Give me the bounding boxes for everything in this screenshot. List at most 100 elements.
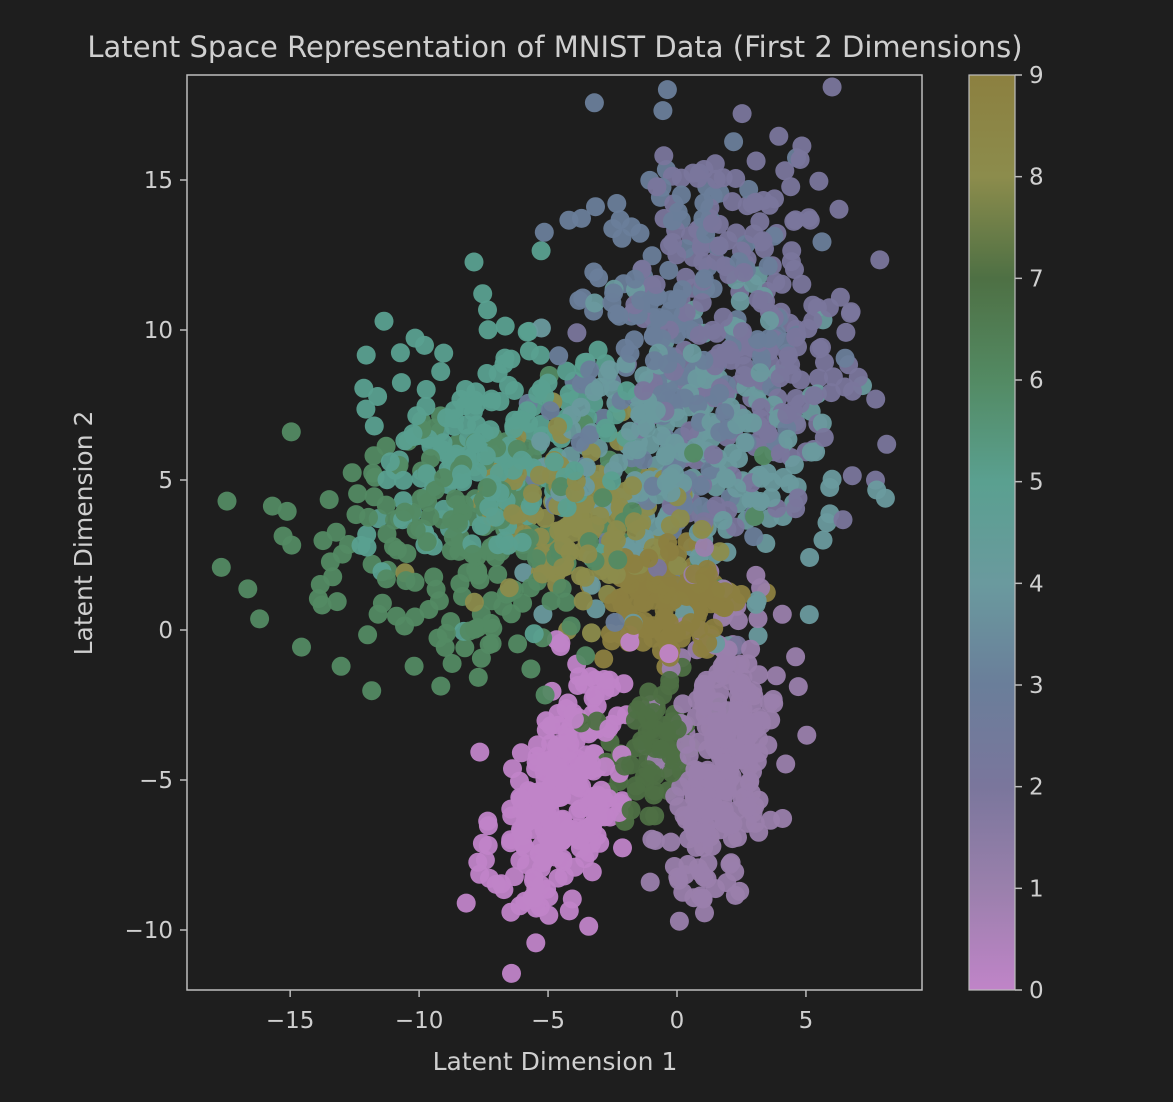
- scatter-point-digit-1: [720, 671, 740, 691]
- scatter-point-digit-6: [405, 607, 425, 627]
- scatter-point-digit-4: [867, 480, 887, 500]
- scatter-point-digit-1: [797, 725, 817, 745]
- scatter-point-digit-3: [667, 289, 687, 309]
- scatter-point-digit-5: [466, 382, 486, 402]
- scatter-point-digit-2: [769, 126, 789, 146]
- scatter-point-digit-2: [719, 265, 739, 285]
- scatter-point-digit-6: [436, 623, 456, 643]
- x-tick-label: −10: [395, 1008, 444, 1034]
- colorbar-tick-label: 4: [1029, 571, 1044, 597]
- scatter-point-digit-6: [526, 549, 546, 569]
- scatter-point-digit-8: [571, 566, 591, 586]
- scatter-point-digit-2: [870, 250, 890, 270]
- scatter-point-digit-2: [815, 352, 834, 372]
- scatter-point-digit-2: [748, 290, 768, 309]
- scatter-point-digit-2: [829, 199, 849, 219]
- scatter-point-digit-3: [607, 194, 627, 213]
- scatter-point-digit-3: [835, 348, 855, 368]
- scatter-point-digit-6: [521, 659, 541, 679]
- scatter-point-digit-7: [644, 785, 664, 805]
- scatter-point-digit-9: [604, 593, 624, 613]
- scatter-point-digit-6: [561, 616, 581, 636]
- scatter-point-digit-6: [465, 619, 485, 639]
- scatter-point-digit-3: [584, 93, 604, 113]
- scatter-point-digit-4: [750, 363, 770, 383]
- scatter-point-digit-2: [812, 337, 831, 357]
- scatter-point-digit-0: [536, 751, 556, 771]
- scatter-point-digit-2: [775, 161, 795, 181]
- scatter-point-digit-2: [663, 233, 683, 252]
- scatter-point-digit-5: [395, 431, 415, 451]
- scatter-point-digit-5: [519, 413, 539, 433]
- scatter-point-digit-0: [470, 742, 490, 762]
- scatter-point-digit-0: [579, 916, 599, 936]
- scatter-point-digit-6: [308, 589, 328, 609]
- scatter-point-digit-3: [642, 246, 662, 266]
- scatter-point-digit-1: [668, 867, 688, 887]
- scatter-point-digit-6: [364, 446, 384, 466]
- scatter-point-digit-8: [626, 521, 646, 541]
- scatter-point-digit-2: [693, 252, 713, 272]
- scatter-point-digit-1: [738, 654, 758, 674]
- scatter-point-digit-2: [843, 381, 862, 401]
- scatter-point-digit-4: [585, 293, 605, 313]
- scatter-point-digit-0: [511, 743, 531, 763]
- scatter-point-digit-2: [877, 434, 897, 454]
- scatter-point-digit-2: [786, 327, 806, 347]
- scatter-point-digit-3: [710, 383, 730, 403]
- scatter-point-digit-3: [653, 101, 673, 121]
- scatter-point-digit-8: [548, 417, 567, 437]
- scatter-point-digit-6: [281, 422, 301, 442]
- scatter-point-digit-4: [655, 446, 675, 466]
- scatter-point-digit-5: [391, 373, 411, 393]
- scatter-point-digit-4: [820, 478, 840, 497]
- scatter-point-digit-8: [523, 484, 542, 503]
- scatter-point-digit-6: [576, 646, 596, 666]
- scatter-point-digit-5: [356, 399, 376, 419]
- scatter-point-digit-3: [657, 80, 677, 100]
- scatter-point-digit-1: [728, 611, 748, 631]
- scatter-point-digit-3: [625, 269, 645, 289]
- scatter-point-digit-4: [799, 605, 819, 625]
- scatter-point-digit-1: [711, 803, 731, 823]
- scatter-point-digit-7: [627, 781, 647, 801]
- scatter-point-digit-2: [822, 77, 842, 97]
- scatter-point-digit-5: [480, 420, 500, 440]
- scatter-point-digit-4: [817, 513, 837, 533]
- colorbar-tick-label: 7: [1029, 266, 1044, 292]
- scatter-point-digit-2: [781, 252, 801, 272]
- scatter-point-digit-7: [621, 800, 641, 820]
- scatter-point-digit-5: [431, 362, 451, 382]
- y-tick-label: −10: [124, 918, 173, 944]
- scatter-point-digit-5: [512, 450, 532, 470]
- scatter-point-digit-5: [354, 378, 374, 398]
- scatter-point-digit-9: [634, 578, 654, 598]
- colorbar-tick-label: 3: [1029, 673, 1044, 699]
- scatter-point-digit-1: [720, 760, 740, 780]
- scatter-point-digit-5: [452, 464, 471, 484]
- scatter-point-digit-1: [737, 797, 757, 817]
- scatter-point-digit-4: [661, 483, 681, 503]
- scatter-point-digit-1: [702, 836, 722, 856]
- scatter-point-digit-4: [730, 291, 750, 311]
- scatter-point-digit-6: [346, 505, 366, 525]
- scatter-point-digit-0: [582, 833, 602, 853]
- scatter-point-digit-9: [624, 615, 643, 635]
- scatter-point-digit-3: [549, 346, 569, 366]
- scatter-point-digit-3: [586, 197, 605, 217]
- scatter-point-digit-2: [755, 239, 774, 259]
- scatter-point-digit-5: [517, 322, 537, 342]
- scatter-point-digit-2: [766, 272, 786, 292]
- scatter-point-digit-2: [781, 177, 801, 197]
- scatter-point-digit-5: [538, 373, 558, 393]
- scatter-point-digit-7: [660, 671, 680, 690]
- scatter-point-digit-0: [570, 799, 590, 819]
- scatter-point-digit-8: [710, 542, 730, 562]
- scatter-point-digit-8: [464, 592, 484, 612]
- scatter-point-digit-6: [417, 532, 437, 552]
- scatter-point-digit-2: [745, 192, 765, 212]
- scatter-point-digit-0: [559, 823, 579, 843]
- y-tick-label: 15: [144, 168, 173, 194]
- scatter-point-digit-6: [468, 561, 488, 581]
- scatter-point-digit-2: [746, 151, 766, 171]
